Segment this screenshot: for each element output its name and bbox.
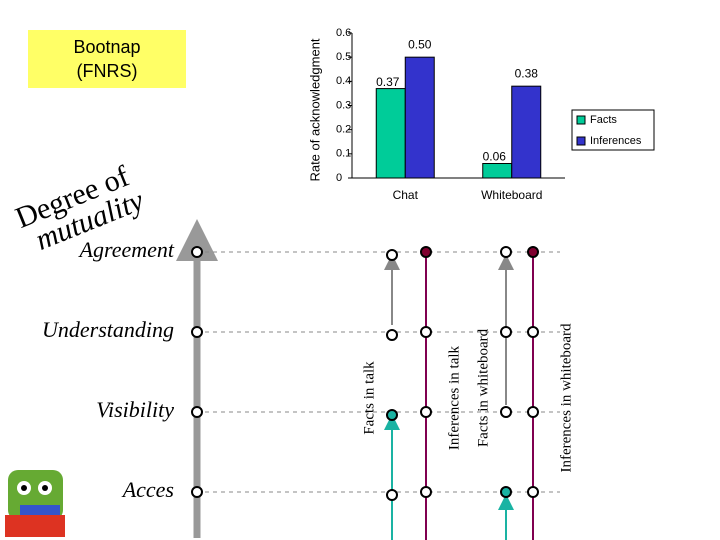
column-label: Inferences in whiteboard — [558, 323, 574, 473]
title-box — [28, 30, 186, 88]
level-label: Acces — [121, 477, 174, 502]
y-tick-label: 0.1 — [336, 148, 351, 160]
value-label: 0.38 — [515, 66, 539, 80]
flow-node — [527, 406, 539, 418]
flow-node — [500, 486, 512, 498]
flow-node — [420, 326, 432, 338]
legend-label: Facts — [590, 114, 617, 126]
value-label: 0.50 — [408, 37, 432, 51]
value-label: 0.37 — [376, 75, 400, 89]
bar — [404, 56, 435, 179]
column-label: Inferences in talk — [446, 345, 462, 450]
flow-node — [527, 486, 539, 498]
level-node — [191, 246, 203, 258]
flow-node — [500, 406, 512, 418]
x-tick-label: Chat — [393, 188, 419, 202]
y-tick-label: 0.6 — [336, 27, 351, 39]
box-line: Bootnap — [73, 37, 140, 57]
flow-node — [420, 246, 432, 258]
flow-node — [386, 329, 398, 341]
legend-swatch — [576, 115, 586, 125]
bar — [375, 88, 406, 179]
flow-node — [527, 326, 539, 338]
level-node — [191, 406, 203, 418]
flow-node — [420, 486, 432, 498]
robot-icon — [5, 470, 65, 537]
level-label: Agreement — [78, 237, 175, 262]
y-tick-label: 0.3 — [336, 99, 351, 111]
column-label: Facts in whiteboard — [475, 328, 491, 447]
flow-node — [420, 406, 432, 418]
y-tick-label: 0 — [336, 172, 342, 184]
box-line: (FNRS) — [77, 61, 138, 81]
flow-node — [386, 489, 398, 501]
legend-swatch — [576, 136, 586, 146]
level-label: Understanding — [42, 317, 174, 342]
flow-node — [500, 326, 512, 338]
y-tick-label: 0.5 — [336, 51, 351, 63]
chart-bg — [300, 0, 660, 215]
level-node — [191, 326, 203, 338]
diagram: Agreement Understanding Visibility Acces Fac… — [42, 237, 574, 540]
legend-box — [571, 109, 655, 151]
flow-node — [386, 409, 398, 421]
chart: 0 0.1 0.2 0.3 0.4 0.5 0.6 Rate of acknowledgmen… — [300, 0, 660, 215]
flow-node — [386, 249, 398, 261]
x-tick-label: Whiteboard — [481, 188, 542, 202]
level-label: Visibility — [96, 397, 174, 422]
y-tick-label: 0.2 — [336, 124, 351, 136]
y-axis-label: Rate of acknowledgment — [307, 38, 322, 181]
y-tick-label: 0.4 — [336, 75, 351, 87]
level-node — [191, 486, 203, 498]
bar — [511, 85, 542, 179]
value-label: 0.06 — [483, 150, 507, 164]
flow-node — [500, 246, 512, 258]
column-label: Facts in talk — [361, 361, 377, 435]
flow-node — [527, 246, 539, 258]
legend-label: Inferences — [590, 135, 642, 147]
bar — [482, 163, 513, 179]
